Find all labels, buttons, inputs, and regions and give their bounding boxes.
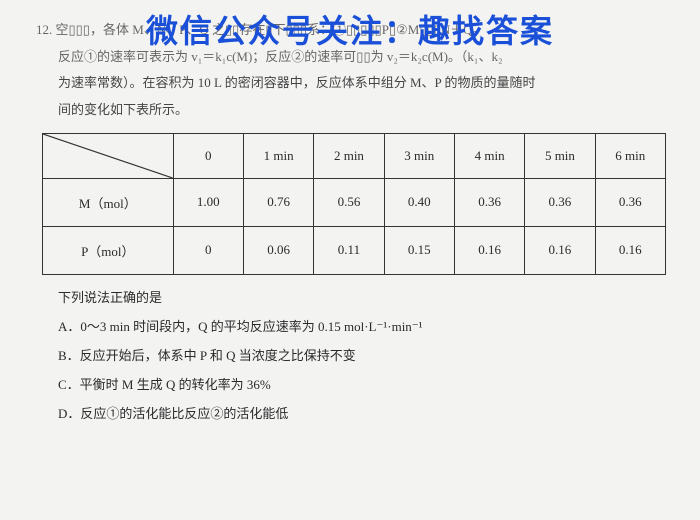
diagonal-icon: [43, 134, 173, 178]
question-line-4: 间的变化如下表所示。: [58, 98, 664, 123]
data-table: 0 1 min 2 min 3 min 4 min 5 min 6 min M（…: [42, 133, 666, 275]
options-block: A．0～3 min 时间段内，Q 的平均反应速率为 0.15 mol·L⁻¹·m…: [36, 316, 664, 422]
table-header-row: 0 1 min 2 min 3 min 4 min 5 min 6 min: [43, 133, 666, 178]
table-cell: 0.16: [454, 226, 524, 274]
table-cell: 0.16: [595, 226, 665, 274]
question-text-1: 空▯▯▯，各体 M、N、P、Q 之▯▯存在▯下▯▯▯系：①▯▯▯▯▯P▯②M▯▯…: [56, 22, 486, 37]
col-header: 3 min: [384, 133, 454, 178]
row-header: M（mol）: [43, 178, 174, 226]
table-cell: 0.06: [243, 226, 313, 274]
question-block: 12. 空▯▯▯，各体 M、N、P、Q 之▯▯存在▯下▯▯▯系：①▯▯▯▯▯P▯…: [36, 18, 664, 123]
table-cell: 0.11: [314, 226, 384, 274]
table-cell: 0.36: [525, 178, 595, 226]
table-cell: 0.76: [243, 178, 313, 226]
option-a: A．0～3 min 时间段内，Q 的平均反应速率为 0.15 mol·L⁻¹·m…: [58, 316, 664, 335]
table-row: P（mol） 0 0.06 0.11 0.15 0.16 0.16 0.16: [43, 226, 666, 274]
table-cell: 0: [173, 226, 243, 274]
table-cell: 0.40: [384, 178, 454, 226]
question-line-1: 12. 空▯▯▯，各体 M、N、P、Q 之▯▯存在▯下▯▯▯系：①▯▯▯▯▯P▯…: [36, 18, 664, 43]
question-number: 12.: [36, 22, 52, 37]
table-cell: 1.00: [173, 178, 243, 226]
table-cell: 0.16: [525, 226, 595, 274]
table-cell: 0.56: [314, 178, 384, 226]
table-corner-cell: [43, 133, 174, 178]
option-c: C．平衡时 M 生成 Q 的转化率为 36%: [58, 374, 664, 393]
row-header: P（mol）: [43, 226, 174, 274]
option-d: D．反应①的活化能比反应②的活化能低: [58, 403, 664, 422]
table-cell: 0.36: [595, 178, 665, 226]
table-cell: 0.15: [384, 226, 454, 274]
col-header: 6 min: [595, 133, 665, 178]
question-stem: 下列说法正确的是: [58, 287, 664, 306]
table-row: M（mol） 1.00 0.76 0.56 0.40 0.36 0.36 0.3…: [43, 178, 666, 226]
col-header: 4 min: [454, 133, 524, 178]
col-header: 0: [173, 133, 243, 178]
question-line-3: 为速率常数）。在容积为 10 L 的密闭容器中，反应体系中组分 M、P 的物质的…: [58, 71, 664, 96]
question-line-2: 反应①的速率可表示为 v₁＝k₁c(M)；反应②的速率可▯▯为 v₂＝k₂c(M…: [58, 45, 664, 70]
col-header: 2 min: [314, 133, 384, 178]
option-b: B．反应开始后，体系中 P 和 Q 当浓度之比保持不变: [58, 345, 664, 364]
table-cell: 0.36: [454, 178, 524, 226]
col-header: 1 min: [243, 133, 313, 178]
col-header: 5 min: [525, 133, 595, 178]
